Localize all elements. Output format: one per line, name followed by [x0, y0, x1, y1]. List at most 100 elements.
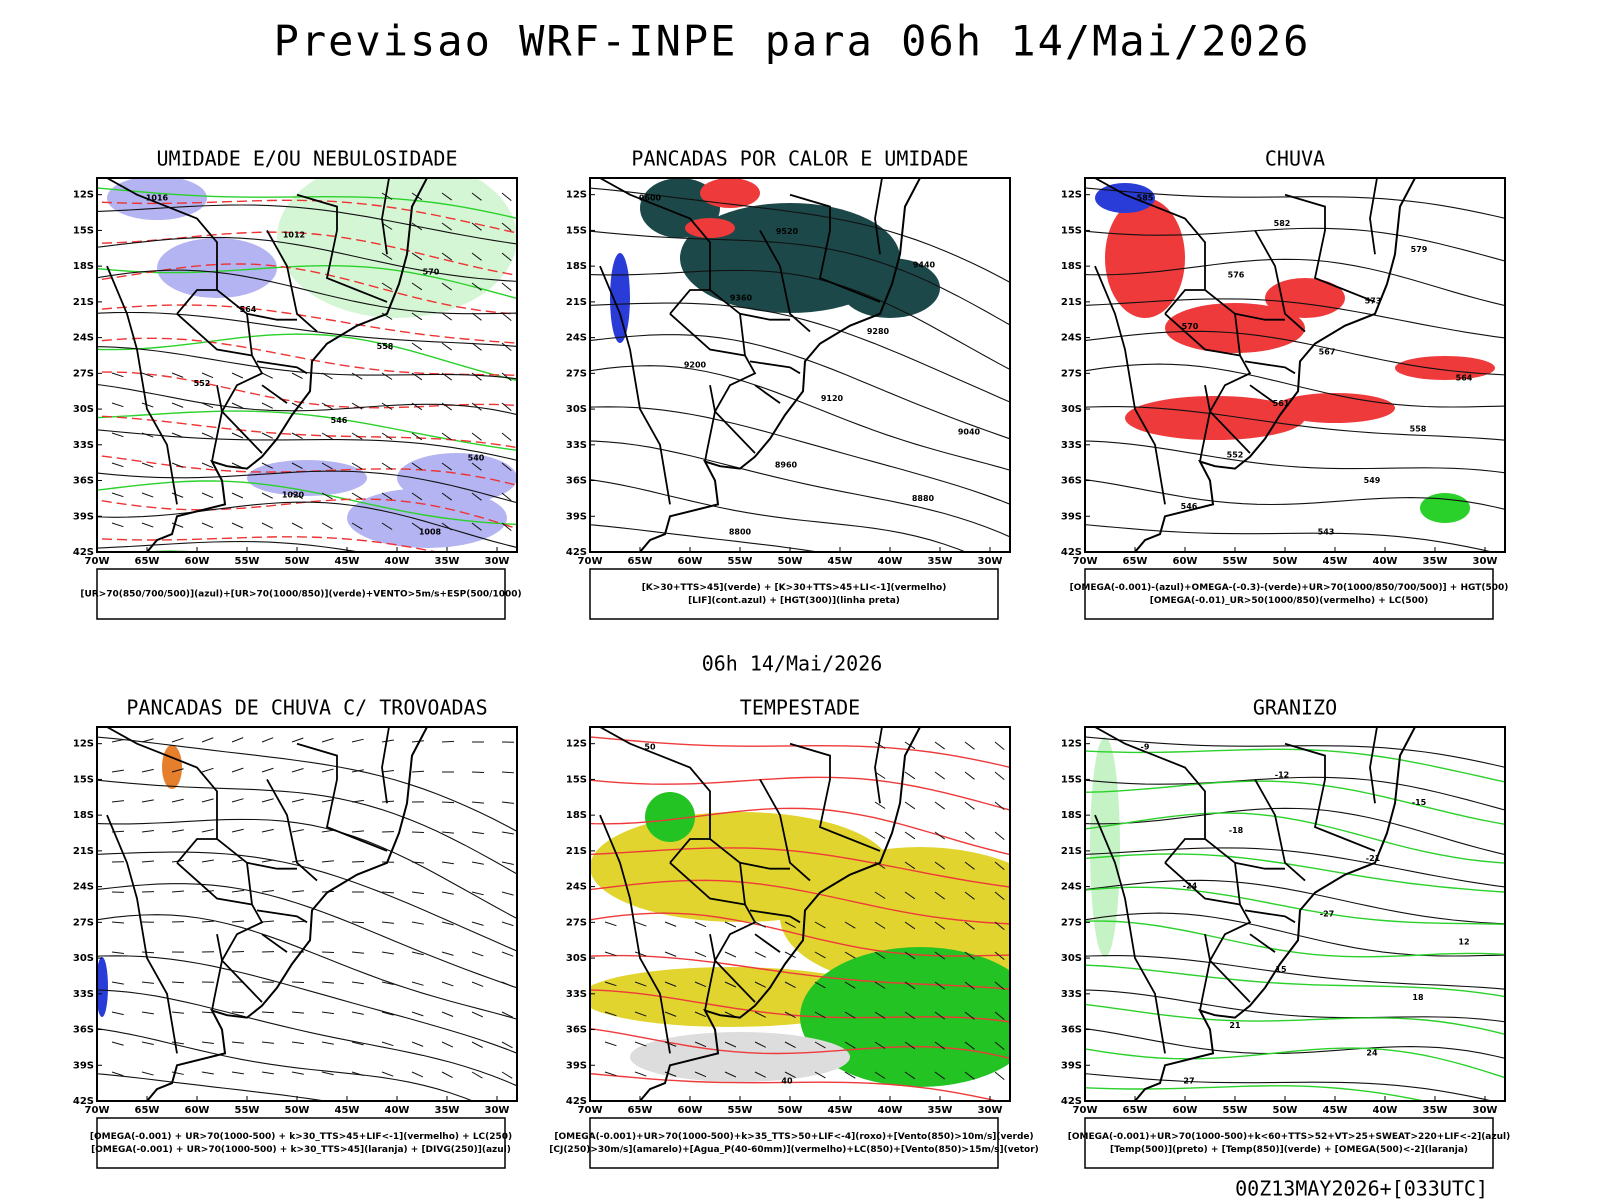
contour-label: 9360: [730, 294, 753, 303]
contour-label: -12: [1275, 770, 1289, 779]
contour-line: [580, 567, 1014, 664]
wind-vector: [112, 740, 124, 742]
map-area: [87, 727, 521, 1200]
lat-label: 15S: [1061, 774, 1082, 785]
wind-vector: [442, 832, 454, 833]
contour-label: 9520: [776, 227, 799, 236]
border: [1200, 934, 1210, 1010]
contour-label: 9120: [821, 394, 844, 403]
wind-vector: [935, 772, 945, 779]
contour-label: 579: [1411, 245, 1428, 254]
wind-vector: [262, 890, 274, 892]
contour-label: 585: [1137, 194, 1154, 203]
wind-vector: [412, 892, 424, 894]
lat-label: 39S: [566, 1060, 587, 1071]
wind-vector: [142, 463, 153, 467]
lon-label: 45W: [828, 1105, 853, 1116]
wind-vector: [502, 1042, 513, 1048]
wind-vector: [142, 830, 154, 832]
wind-vector: [935, 742, 945, 749]
lat-label: 30S: [1061, 953, 1082, 964]
wind-vector: [995, 772, 1004, 780]
lat-label: 21S: [73, 846, 94, 857]
wind-vector: [635, 1072, 646, 1076]
contour-label: 567: [1319, 348, 1336, 357]
wind-vector: [502, 193, 511, 201]
border: [262, 385, 287, 403]
border: [755, 934, 780, 952]
lat-label: 27S: [73, 368, 94, 379]
lat-label: 36S: [73, 1025, 94, 1036]
wind-vector: [232, 799, 244, 802]
wind-vector: [472, 922, 484, 925]
wind-vector: [202, 860, 214, 862]
lat-label: 21S: [566, 297, 587, 308]
lat-label: 33S: [1061, 989, 1082, 1000]
panel-title: TEMPESTADE: [740, 696, 860, 720]
wind-vector: [112, 523, 123, 527]
map-panel: UMIDADE E/OU NEBULOSIDADE101610125705645…: [73, 147, 522, 620]
contour-label: 552: [1227, 450, 1244, 459]
lon-label: 40W: [385, 556, 410, 567]
wind-vector: [232, 829, 244, 832]
legend-text: [LIF](cont.azul) + [HGT(300)](linha pret…: [688, 596, 900, 606]
shaded-area: [700, 178, 760, 208]
wind-vector: [202, 921, 214, 922]
contour-label: 552: [194, 379, 211, 388]
lon-label: 70W: [1073, 556, 1098, 567]
lat-label: 36S: [1061, 476, 1082, 487]
wind-vector: [935, 832, 945, 839]
contour-label: 9040: [958, 427, 981, 436]
lat-label: 36S: [566, 476, 587, 487]
wind-vector: [472, 1072, 482, 1078]
wind-vector: [172, 493, 183, 497]
wind-vector: [352, 831, 364, 832]
wind-vector: [635, 1042, 646, 1046]
wind-vector: [382, 892, 394, 893]
contour-label: -27: [1320, 910, 1334, 919]
contour-line: [1075, 965, 1509, 997]
contour-label: 1016: [146, 194, 169, 203]
border: [1245, 910, 1295, 922]
wind-vector: [142, 523, 153, 527]
wind-vector: [352, 800, 364, 802]
wind-vector: [202, 829, 214, 832]
wind-vector: [262, 493, 273, 498]
contour-line: [580, 777, 1014, 811]
lon-label: 45W: [1323, 1105, 1348, 1116]
lat-label: 39S: [73, 511, 94, 522]
legend-text: [K>30+TTS>45](verde) + [K>30+TTS>45+LI<-…: [642, 583, 947, 593]
lon-label: 45W: [335, 1105, 360, 1116]
wind-vector: [502, 1072, 512, 1078]
wind-vector: [262, 373, 273, 378]
wind-vector: [472, 802, 484, 803]
wind-vector: [232, 768, 243, 772]
wind-vector: [112, 493, 123, 497]
wind-vector: [502, 952, 513, 956]
shaded-area: [1090, 737, 1120, 957]
wind-vector: [262, 1042, 274, 1043]
page-title: Previsao WRF-INPE para 06h 14/Mai/2026: [274, 17, 1311, 66]
wind-vector: [202, 463, 213, 468]
lat-label: 27S: [566, 368, 587, 379]
wind-vector: [995, 832, 1004, 840]
wind-vector: [965, 832, 975, 839]
lon-label: 50W: [1273, 1105, 1298, 1116]
lon-label: 50W: [778, 1105, 803, 1116]
contour-line: [87, 1116, 521, 1200]
wind-vector: [142, 739, 154, 742]
contour-label: 570: [1182, 322, 1199, 331]
contour-label: 546: [1181, 502, 1198, 511]
contour-line: [1075, 1047, 1509, 1079]
wind-vector: [412, 982, 424, 985]
wind-vector: [875, 832, 885, 838]
wind-vector: [322, 523, 332, 529]
lat-label: 21S: [566, 846, 587, 857]
lon-label: 40W: [1373, 556, 1398, 567]
wind-vector: [412, 862, 424, 863]
contour-line: [580, 407, 1014, 506]
contour-label: -21: [1366, 854, 1381, 863]
lat-label: 36S: [1061, 1025, 1082, 1036]
wind-vector: [142, 982, 154, 983]
wind-vector: [995, 1072, 1004, 1080]
